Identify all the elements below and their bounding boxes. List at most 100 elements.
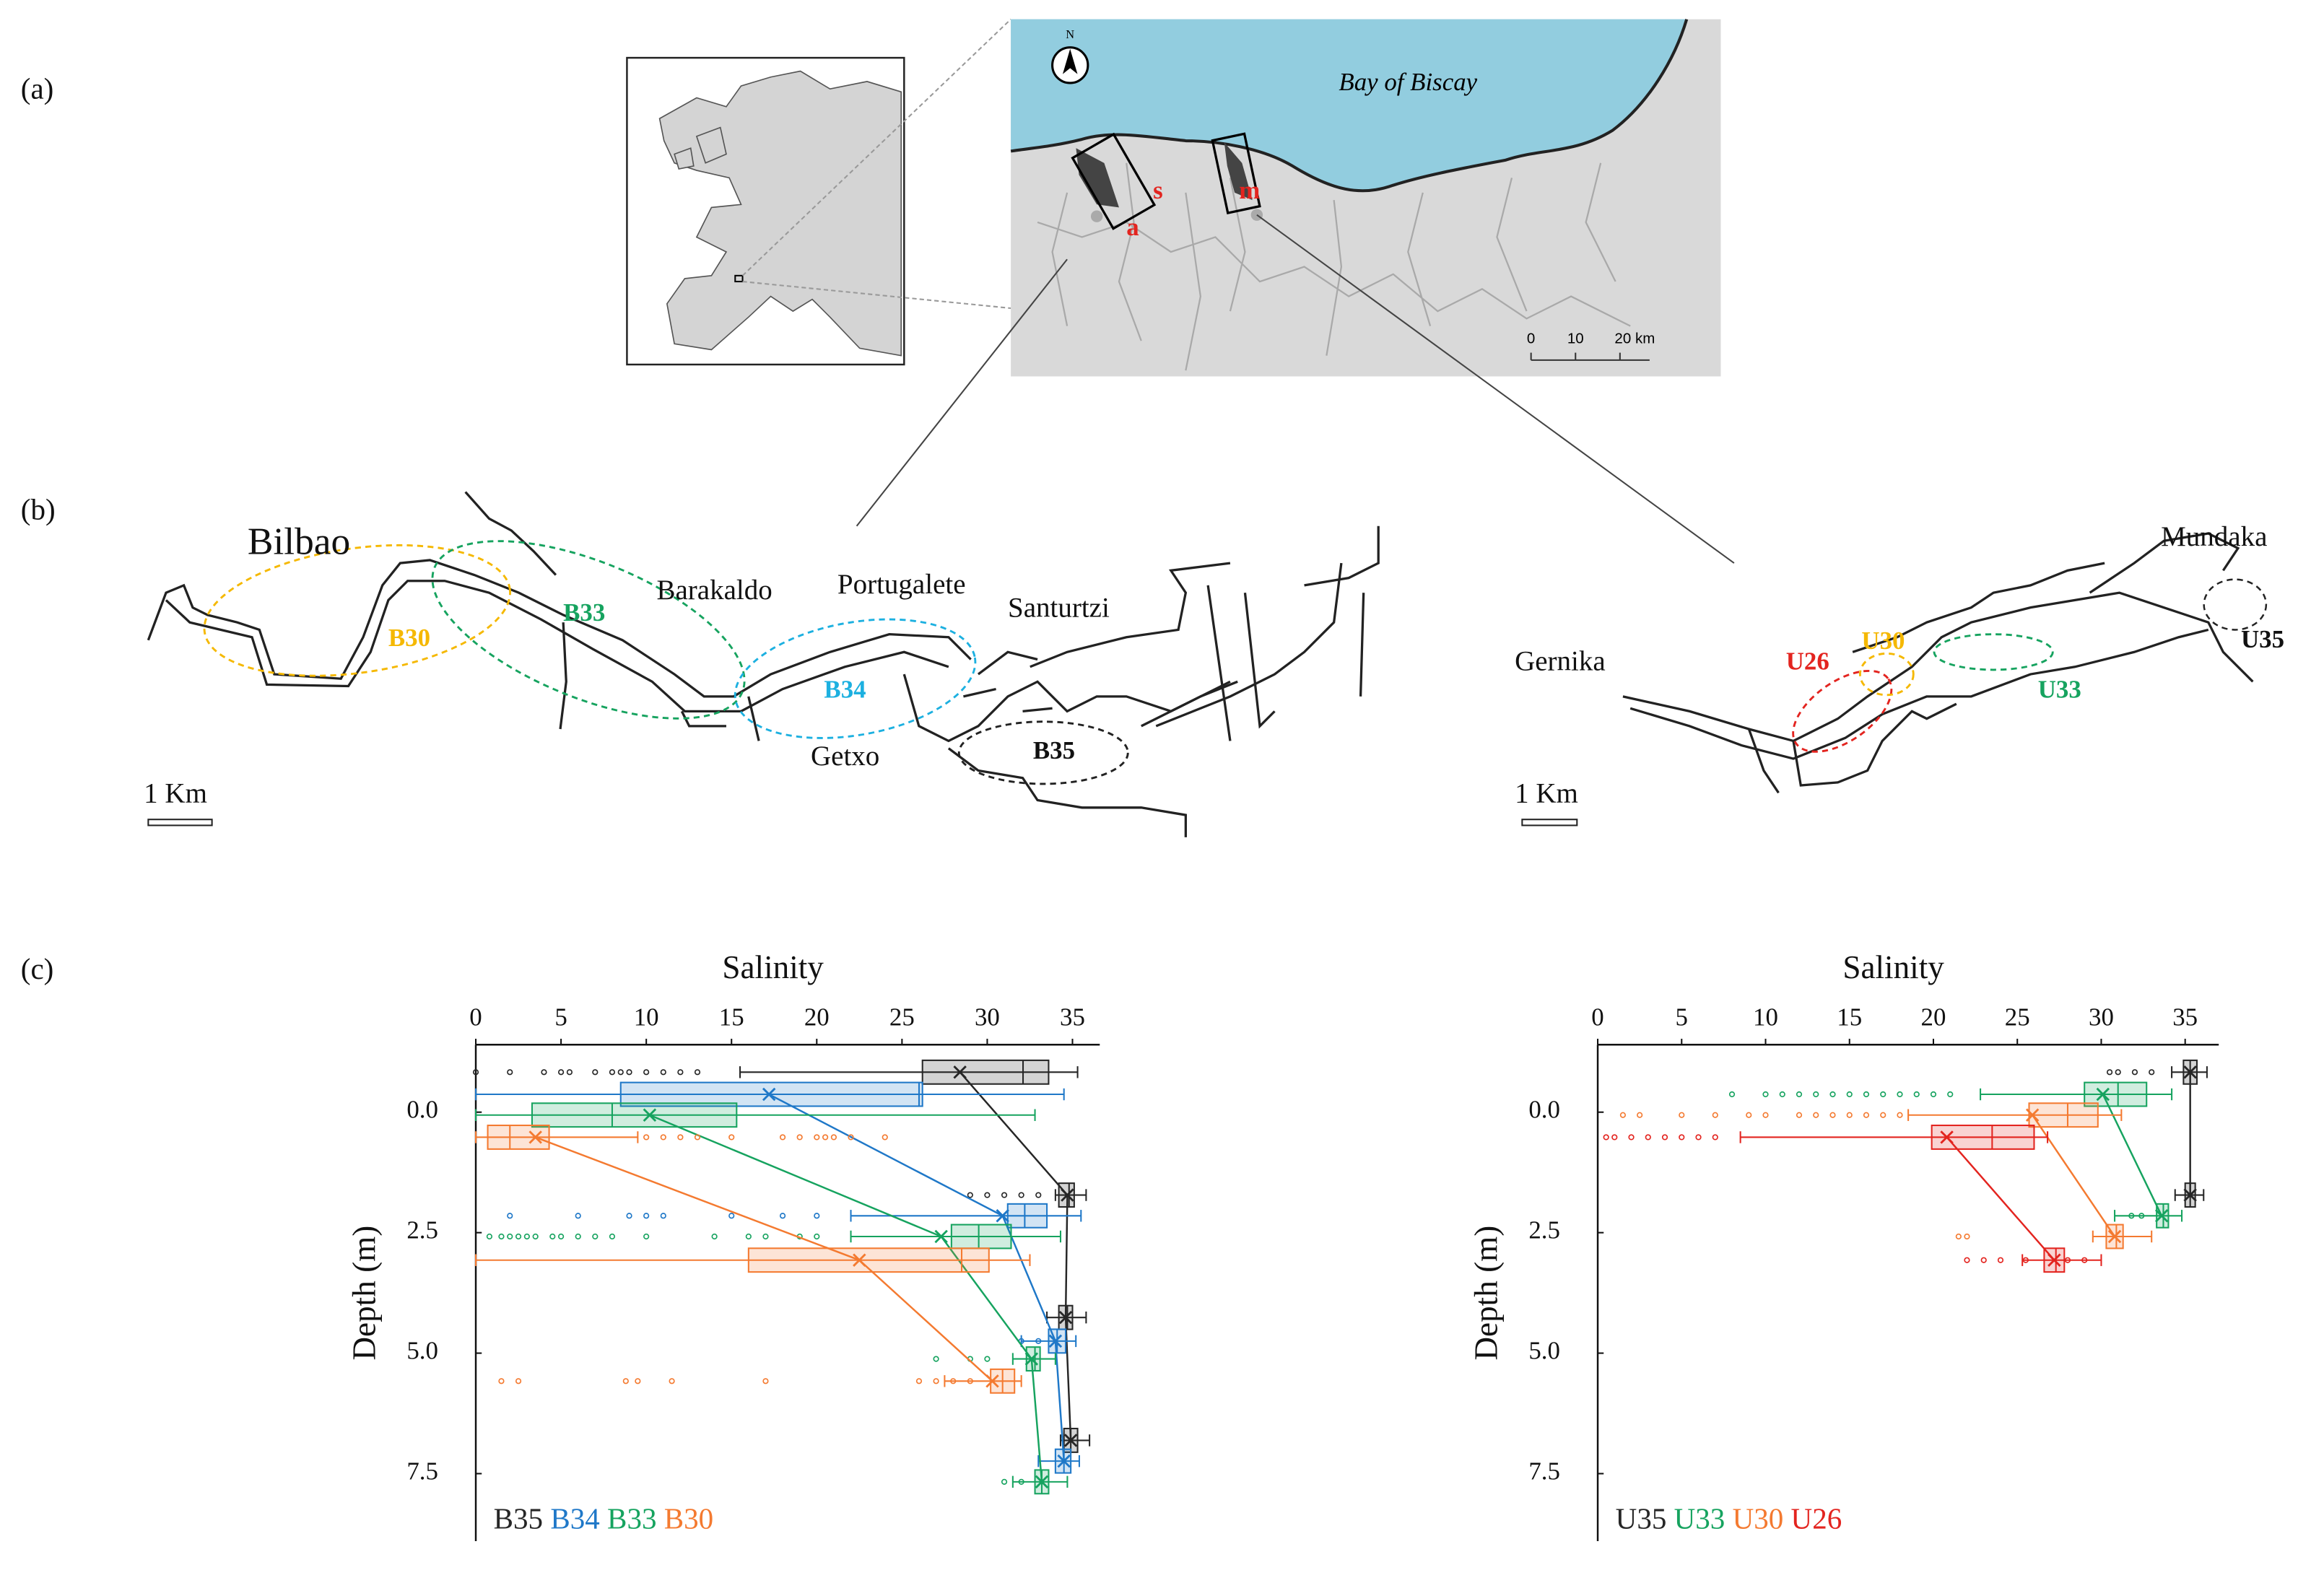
mean-line (2032, 1115, 2116, 1237)
x-tick-label: 25 (889, 1003, 915, 1031)
outlier (660, 1069, 666, 1076)
outlier (626, 1213, 632, 1219)
legend-entry: U30 (1733, 1502, 1784, 1535)
outlier (592, 1069, 599, 1076)
outlier (1001, 1192, 1008, 1198)
x-tick-label: 15 (719, 1003, 744, 1031)
y-tick-label: 0.0 (406, 1096, 438, 1124)
outlier (515, 1378, 522, 1384)
outlier (626, 1069, 632, 1076)
outlier (609, 1233, 616, 1240)
outlier (2115, 1069, 2121, 1076)
europe-inset (626, 18, 1011, 366)
box (619, 1081, 923, 1107)
outlier (984, 1356, 991, 1362)
mean-marker (2154, 1209, 2169, 1223)
scale-label: 10 (1567, 331, 1584, 347)
x-tick-label: 35 (2172, 1003, 2198, 1031)
outlier (1762, 1091, 1769, 1098)
outlier (1637, 1112, 1643, 1118)
outlier (1645, 1134, 1651, 1141)
outlier (541, 1069, 547, 1076)
outlier (1018, 1192, 1024, 1198)
outlier (1728, 1091, 1736, 1098)
outlier (669, 1378, 675, 1384)
x-axis-title: Salinity (1842, 949, 1944, 985)
outlier (643, 1134, 650, 1141)
outlier (1619, 1112, 1627, 1118)
mean-marker (2096, 1087, 2110, 1102)
north-label: N (1066, 27, 1074, 41)
outlier (814, 1213, 820, 1219)
place-label: Santurtzi (1008, 593, 1110, 624)
outlier (814, 1233, 820, 1240)
outlier (1661, 1134, 1668, 1141)
outlier (1813, 1112, 1819, 1118)
site-label: a (1126, 213, 1139, 241)
zone-label: U35 (2241, 625, 2284, 653)
outlier (498, 1233, 505, 1240)
mean-line (1946, 1136, 2055, 1261)
box (921, 1059, 1050, 1085)
zone-label: B33 (563, 598, 605, 627)
place-label: Gernika (1515, 646, 1606, 677)
y-tick-label: 5.0 (406, 1337, 438, 1365)
outlier (592, 1233, 599, 1240)
outlier (677, 1069, 684, 1076)
outlier (1712, 1112, 1718, 1118)
place-label: Barakaldo (656, 575, 772, 606)
x-tick-label: 5 (1676, 1003, 1688, 1031)
mean-line (768, 1093, 1065, 1462)
y-tick-label: 2.5 (1528, 1216, 1560, 1244)
outlier (2131, 1069, 2138, 1076)
outlier (1846, 1112, 1853, 1118)
scale-label: 1 Km (144, 777, 207, 808)
mean-marker (643, 1108, 657, 1122)
outlier (507, 1233, 513, 1240)
outlier (984, 1192, 991, 1198)
outlier (1930, 1091, 1937, 1098)
box (1025, 1346, 1041, 1372)
outlier (1964, 1233, 1970, 1240)
legend-entry: U26 (1791, 1502, 1842, 1535)
outlier (643, 1233, 650, 1240)
outlier (1712, 1134, 1718, 1141)
x-tick-label: 20 (804, 1003, 830, 1031)
legend: U35 U33 U30 U26 (1616, 1502, 1842, 1535)
outlier (2149, 1069, 2155, 1076)
outlier (660, 1134, 666, 1141)
outlier (1779, 1091, 1785, 1098)
outlier (1997, 1257, 2004, 1263)
y-axis-title: Depth (m) (1468, 1226, 1505, 1361)
legend-entry: B33 (607, 1502, 656, 1535)
mean-marker (2025, 1108, 2040, 1122)
outlier (566, 1069, 573, 1076)
outlier (1746, 1112, 1752, 1118)
outlier (677, 1134, 684, 1141)
outlier (1796, 1112, 1803, 1118)
zone-label: B35 (1033, 736, 1075, 764)
outlier (486, 1233, 493, 1240)
outlier (1679, 1112, 1685, 1118)
outlier (762, 1378, 769, 1384)
legend-entry: B35 (494, 1502, 543, 1535)
outlier (515, 1233, 522, 1240)
outlier (1829, 1091, 1836, 1098)
outlier (814, 1134, 820, 1141)
box (531, 1102, 738, 1128)
outlier (1947, 1091, 1954, 1098)
scale-label: 0 (1527, 331, 1535, 347)
y-tick-label: 2.5 (406, 1216, 438, 1244)
outlier (2106, 1069, 2113, 1076)
outlier (711, 1233, 718, 1240)
y-tick-label: 7.5 (406, 1457, 438, 1485)
place-label: Getxo (811, 741, 879, 772)
y-tick-label: 5.0 (1528, 1337, 1560, 1365)
box (1006, 1203, 1048, 1229)
outlier (1913, 1091, 1920, 1098)
scale-label: 1 Km (1515, 777, 1578, 808)
outlier (557, 1069, 565, 1076)
outlier (915, 1378, 923, 1384)
outlier (933, 1378, 939, 1384)
